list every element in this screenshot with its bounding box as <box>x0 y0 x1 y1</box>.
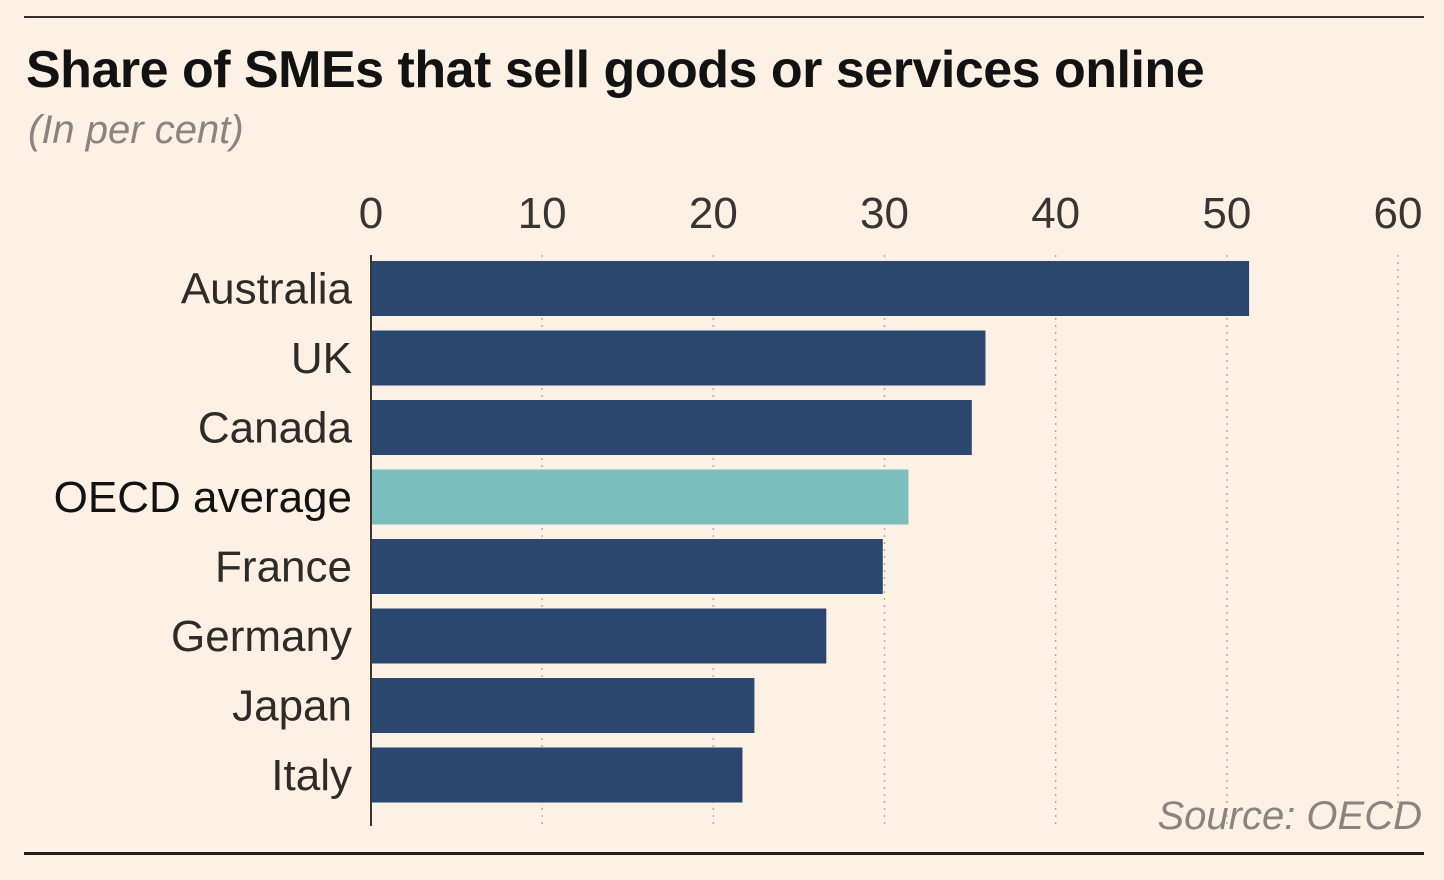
x-tick-label: 50 <box>1202 189 1251 238</box>
category-label: Germany <box>171 612 352 661</box>
category-labels: Australia UK Canada OECD average France Germa… <box>54 265 353 801</box>
bottom-rule <box>24 852 1424 855</box>
category-label: Italy <box>271 751 352 800</box>
bar-germany <box>371 608 827 664</box>
x-tick-label: 20 <box>689 189 738 238</box>
bar-japan <box>371 678 755 733</box>
x-tick-label: 60 <box>1374 189 1423 238</box>
bar-uk <box>371 330 986 386</box>
bar-oecd-average <box>371 469 909 525</box>
category-label: Australia <box>181 265 353 314</box>
bar-italy <box>371 747 743 803</box>
category-label: OECD average <box>54 473 352 522</box>
x-tick-label: 10 <box>518 189 567 238</box>
bar-australia <box>371 261 1250 316</box>
bar-france <box>371 539 883 594</box>
bar-canada <box>371 400 972 455</box>
top-rule <box>24 16 1424 18</box>
x-tick-label: 40 <box>1031 189 1080 238</box>
x-tick-label: 30 <box>860 189 909 238</box>
category-label: UK <box>291 334 352 383</box>
category-label: Canada <box>198 404 353 453</box>
source-note: Source: OECD <box>1157 794 1422 838</box>
category-label: Japan <box>232 682 352 731</box>
chart-subtitle: (In per cent) <box>28 108 244 152</box>
category-label: France <box>215 543 352 592</box>
x-tick-label: 0 <box>359 189 383 238</box>
chart-title: Share of SMEs that sell goods or service… <box>26 41 1205 99</box>
bars <box>371 261 1250 803</box>
x-axis-ticks: 0 10 20 30 40 50 60 <box>359 189 1423 238</box>
